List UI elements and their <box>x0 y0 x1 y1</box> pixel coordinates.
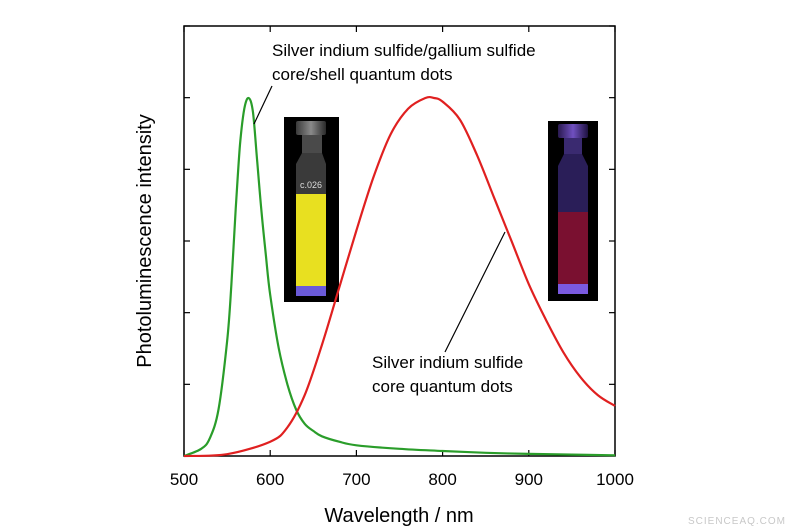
y-axis-title: Photoluminescence intensity <box>134 114 156 367</box>
x-tick-label: 500 <box>170 470 198 489</box>
x-tick-label: 700 <box>342 470 370 489</box>
x-tick-label: 900 <box>515 470 543 489</box>
series-line-core-shell <box>183 96 616 458</box>
yellow-emitting-vial: c.026 <box>284 117 339 302</box>
annotation-core: Silver indium sulfide core quantum dots <box>372 231 523 396</box>
series-line-core <box>183 95 616 458</box>
annotation-core-shell-line-2: core/shell quantum dots <box>272 65 453 84</box>
x-axis-title: Wavelength / nm <box>324 505 473 527</box>
x-tick-label: 800 <box>428 470 456 489</box>
svg-text:c.026: c.026 <box>300 180 322 190</box>
annotation-core-shell-leader <box>253 85 273 125</box>
x-tick-label: 1000 <box>596 470 634 489</box>
x-tick-label: 600 <box>256 470 284 489</box>
red-emitting-vial <box>548 121 598 301</box>
y-axis-ticks <box>184 25 615 385</box>
watermark: SCIENCEAQ.COM <box>688 516 786 527</box>
annotation-core-line-1: Silver indium sulfide <box>372 353 523 372</box>
x-axis-tick-labels: 500 600 700 800 900 1000 <box>170 470 634 489</box>
annotation-core-shell: Silver indium sulfide/gallium sulfide co… <box>253 41 536 125</box>
annotation-core-shell-line-1: Silver indium sulfide/gallium sulfide <box>272 41 536 60</box>
annotation-core-line-2: core quantum dots <box>372 377 513 396</box>
annotation-core-leader <box>444 231 506 353</box>
